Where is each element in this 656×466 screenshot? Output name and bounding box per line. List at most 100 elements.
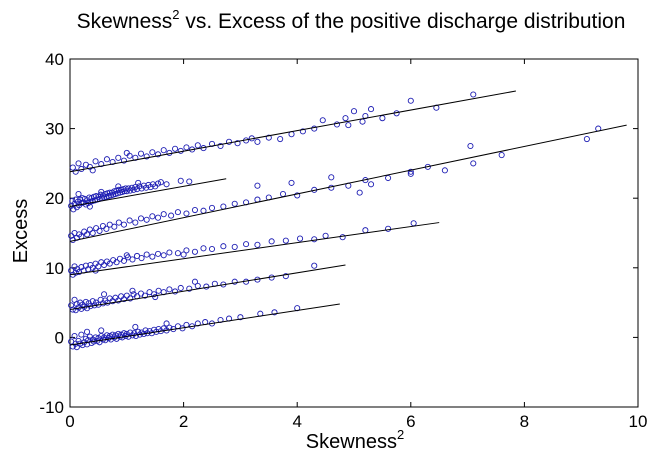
data-point-cluster-4 bbox=[498, 151, 505, 159]
data-point-cluster-3 bbox=[191, 248, 199, 255]
data-point-cluster-4 bbox=[356, 189, 363, 196]
data-point-cluster-4 bbox=[103, 225, 110, 232]
data-point-cluster-5 bbox=[121, 188, 128, 195]
data-point-cluster-6 bbox=[470, 91, 477, 98]
data-point-cluster-5 bbox=[98, 188, 105, 195]
data-point-cluster-3 bbox=[254, 241, 261, 248]
data-point-cluster-4 bbox=[279, 190, 287, 198]
x-tick-label: 2 bbox=[179, 412, 188, 431]
data-point-cluster-4 bbox=[583, 135, 590, 143]
data-point-cluster-4 bbox=[99, 222, 106, 230]
y-tick-label: 10 bbox=[45, 259, 64, 278]
x-tick-label: 8 bbox=[520, 412, 529, 431]
data-point-cluster-4 bbox=[89, 229, 96, 237]
data-point-cluster-2 bbox=[123, 292, 130, 299]
data-point-cluster-5 bbox=[135, 179, 142, 186]
data-point-cluster-4 bbox=[183, 210, 190, 217]
fit-line-1 bbox=[69, 303, 340, 346]
data-point-cluster-4 bbox=[115, 219, 122, 226]
data-point-cluster-6 bbox=[75, 160, 82, 167]
data-point-cluster-2 bbox=[101, 291, 108, 298]
data-point-cluster-2 bbox=[231, 278, 238, 285]
data-point-cluster-4 bbox=[328, 174, 335, 181]
data-point-cluster-6 bbox=[350, 108, 358, 115]
data-point-cluster-2 bbox=[177, 284, 184, 292]
data-point-cluster-4 bbox=[86, 226, 93, 233]
data-point-cluster-5 bbox=[154, 180, 162, 187]
data-point-cluster-3 bbox=[72, 269, 79, 276]
data-point-cluster-6 bbox=[103, 156, 110, 163]
xlabel-superscript: 2 bbox=[397, 427, 404, 442]
data-point-cluster-3 bbox=[120, 257, 128, 264]
data-point-cluster-3 bbox=[311, 236, 318, 243]
data-point-cluster-2 bbox=[129, 287, 136, 294]
data-point-cluster-2 bbox=[311, 262, 318, 269]
data-point-cluster-6 bbox=[225, 138, 233, 145]
data-point-cluster-3 bbox=[129, 256, 136, 263]
data-point-cluster-1 bbox=[163, 320, 170, 327]
data-point-cluster-3 bbox=[339, 234, 346, 241]
y-axis-label: Excess bbox=[10, 199, 32, 263]
data-point-cluster-4 bbox=[191, 206, 199, 214]
x-tick-label: 10 bbox=[629, 412, 648, 431]
data-point-cluster-4 bbox=[160, 211, 167, 218]
title-rest-text: vs. Excess of the positive discharge dis… bbox=[180, 10, 626, 33]
data-point-cluster-3 bbox=[362, 227, 369, 234]
data-point-cluster-5 bbox=[115, 183, 122, 190]
data-point-cluster-3 bbox=[208, 245, 216, 253]
data-point-cluster-2 bbox=[186, 285, 193, 292]
fit-line-2 bbox=[69, 264, 346, 311]
data-point-cluster-3 bbox=[106, 260, 113, 267]
data-point-cluster-5 bbox=[86, 203, 93, 210]
data-point-cluster-6 bbox=[299, 128, 306, 135]
data-point-cluster-2 bbox=[155, 287, 162, 294]
data-point-cluster-4 bbox=[407, 168, 414, 175]
data-point-cluster-4 bbox=[93, 225, 100, 232]
data-point-cluster-5 bbox=[157, 179, 164, 186]
data-point-cluster-6 bbox=[311, 125, 318, 132]
data-point-cluster-5 bbox=[163, 181, 170, 188]
data-point-cluster-4 bbox=[294, 192, 301, 199]
fit-line-3 bbox=[69, 222, 440, 276]
data-point-cluster-4 bbox=[111, 223, 118, 230]
data-point-cluster-6 bbox=[234, 140, 241, 147]
data-point-cluster-6 bbox=[183, 144, 190, 151]
fit-line-6 bbox=[69, 90, 516, 173]
data-point-cluster-2 bbox=[115, 297, 122, 304]
data-point-cluster-5 bbox=[177, 177, 184, 184]
data-point-cluster-5 bbox=[186, 178, 193, 185]
y-tick-label: 30 bbox=[45, 120, 64, 139]
data-point-cluster-1 bbox=[73, 344, 80, 351]
data-point-cluster-4 bbox=[407, 170, 414, 177]
data-point-cluster-3 bbox=[183, 247, 190, 254]
data-point-cluster-6 bbox=[217, 142, 224, 150]
data-point-cluster-4 bbox=[288, 179, 295, 186]
x-tick-label: 4 bbox=[292, 412, 301, 431]
data-point-cluster-6 bbox=[154, 151, 162, 158]
data-point-cluster-5 bbox=[75, 190, 82, 198]
data-point-cluster-6 bbox=[342, 115, 349, 122]
data-point-cluster-6 bbox=[194, 142, 201, 149]
data-point-cluster-1 bbox=[132, 323, 139, 331]
data-point-cluster-3 bbox=[268, 238, 275, 245]
data-point-cluster-4 bbox=[231, 200, 238, 207]
data-point-cluster-6 bbox=[265, 134, 272, 141]
data-point-cluster-4 bbox=[83, 231, 91, 238]
data-point-cluster-4 bbox=[220, 203, 227, 210]
data-point-cluster-2 bbox=[73, 300, 80, 308]
data-point-cluster-4 bbox=[200, 207, 207, 214]
data-point-cluster-2 bbox=[203, 283, 210, 290]
data-point-cluster-3 bbox=[180, 251, 187, 258]
data-point-cluster-6 bbox=[407, 97, 414, 104]
data-point-cluster-6 bbox=[254, 138, 261, 145]
data-point-cluster-3 bbox=[138, 255, 145, 262]
data-point-cluster-4 bbox=[254, 182, 261, 189]
y-tick-label: -10 bbox=[39, 398, 64, 417]
data-point-cluster-6 bbox=[359, 118, 366, 125]
title-main-text: Skewness bbox=[77, 10, 173, 33]
data-point-cluster-2 bbox=[166, 286, 173, 293]
data-point-cluster-4 bbox=[367, 181, 375, 188]
data-point-cluster-6 bbox=[123, 149, 130, 157]
